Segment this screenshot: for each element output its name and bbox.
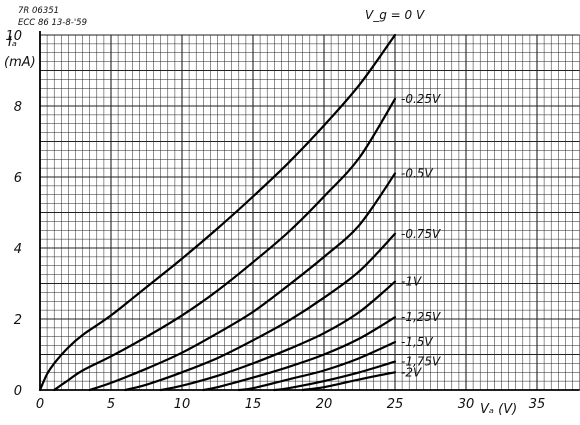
series-curve [273,360,397,392]
series-curve [53,97,397,392]
series-label: -1,5V [401,335,433,349]
x-tick-label: 10 [174,397,191,412]
series-curve [237,341,397,392]
chart-labels: 0 5 10 15 20 25 30 35 0 2 4 6 8 10 V_g = 0 V -0.25V -0.5… [5,8,545,412]
x-tick-label: 20 [316,397,333,412]
x-tick-label: 30 [458,397,475,412]
y-tick-label: 4 [14,242,22,257]
y-tick-label: 0 [14,384,22,399]
series-curve [124,232,397,392]
y-tick-label: 2 [14,313,22,328]
series-curve [301,371,397,392]
series-curve [88,172,397,392]
x-axis-label: Vₐ (V) [480,402,517,417]
series-label: -1,25V [401,310,441,324]
x-tick-label: 25 [387,397,404,412]
series-label: -0.75V [401,227,441,241]
chart-grid [39,34,580,391]
series-curve [38,33,397,392]
chart-curves [38,33,397,392]
chart-note-code: 7R 06351 [18,6,59,16]
y-tick-label: 6 [14,171,22,186]
series-label: V_g = 0 V [365,8,425,22]
chart-note-type-date: ECC 86 13-8-'59 [18,18,87,28]
series-curve [202,316,397,392]
x-tick-label: 5 [107,397,115,412]
y-axis-unit: (mA) [4,55,36,70]
series-curve [159,280,397,392]
x-tick-label: 35 [529,397,546,412]
series-label: -0.5V [401,166,433,180]
series-label: -1,75V [401,355,441,369]
y-axis-symbol: Iₐ [8,35,17,50]
series-label: -1V [401,275,422,289]
y-tick-label: 8 [14,100,22,115]
y-axis-label: Iₐ (mA) [4,35,36,70]
series-label: -2V [401,365,422,379]
y-tick-label: 10 [5,29,22,44]
x-tick-label: 0 [36,397,44,412]
x-tick-label: 15 [245,397,262,412]
series-label: -0.25V [401,92,441,106]
